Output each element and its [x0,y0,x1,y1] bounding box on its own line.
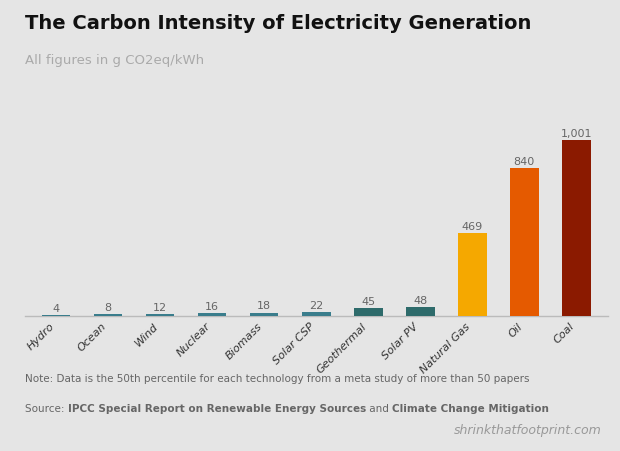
Text: Source:: Source: [25,404,68,414]
Text: All figures in g CO2eq/kWh: All figures in g CO2eq/kWh [25,54,204,67]
Bar [250,313,278,316]
Text: 4: 4 [53,304,60,314]
Text: 840: 840 [514,157,535,167]
Bar [94,314,122,316]
Bar [42,315,70,316]
Bar [146,313,174,316]
Bar [458,233,487,316]
Text: Climate Change Mitigation: Climate Change Mitigation [392,404,549,414]
Bar [406,307,435,316]
Text: 18: 18 [257,301,271,312]
Bar [198,313,226,316]
Text: Note: Data is the 50th percentile for each technology from a meta study of more : Note: Data is the 50th percentile for ea… [25,374,529,384]
Text: 22: 22 [309,301,323,311]
Text: 45: 45 [361,297,375,307]
Text: 1,001: 1,001 [560,129,592,138]
Text: 469: 469 [462,222,483,232]
Text: 8: 8 [105,303,112,313]
Text: 16: 16 [205,302,219,312]
Bar [510,168,539,316]
Text: The Carbon Intensity of Electricity Generation: The Carbon Intensity of Electricity Gene… [25,14,531,32]
Bar [302,312,330,316]
Text: IPCC Special Report on Renewable Energy Sources: IPCC Special Report on Renewable Energy … [68,404,366,414]
Text: shrinkthatfootprint.com: shrinkthatfootprint.com [454,424,601,437]
Text: and: and [366,404,392,414]
Bar [354,308,383,316]
Bar [562,140,591,316]
Text: 12: 12 [153,303,167,313]
Text: 48: 48 [413,296,427,306]
